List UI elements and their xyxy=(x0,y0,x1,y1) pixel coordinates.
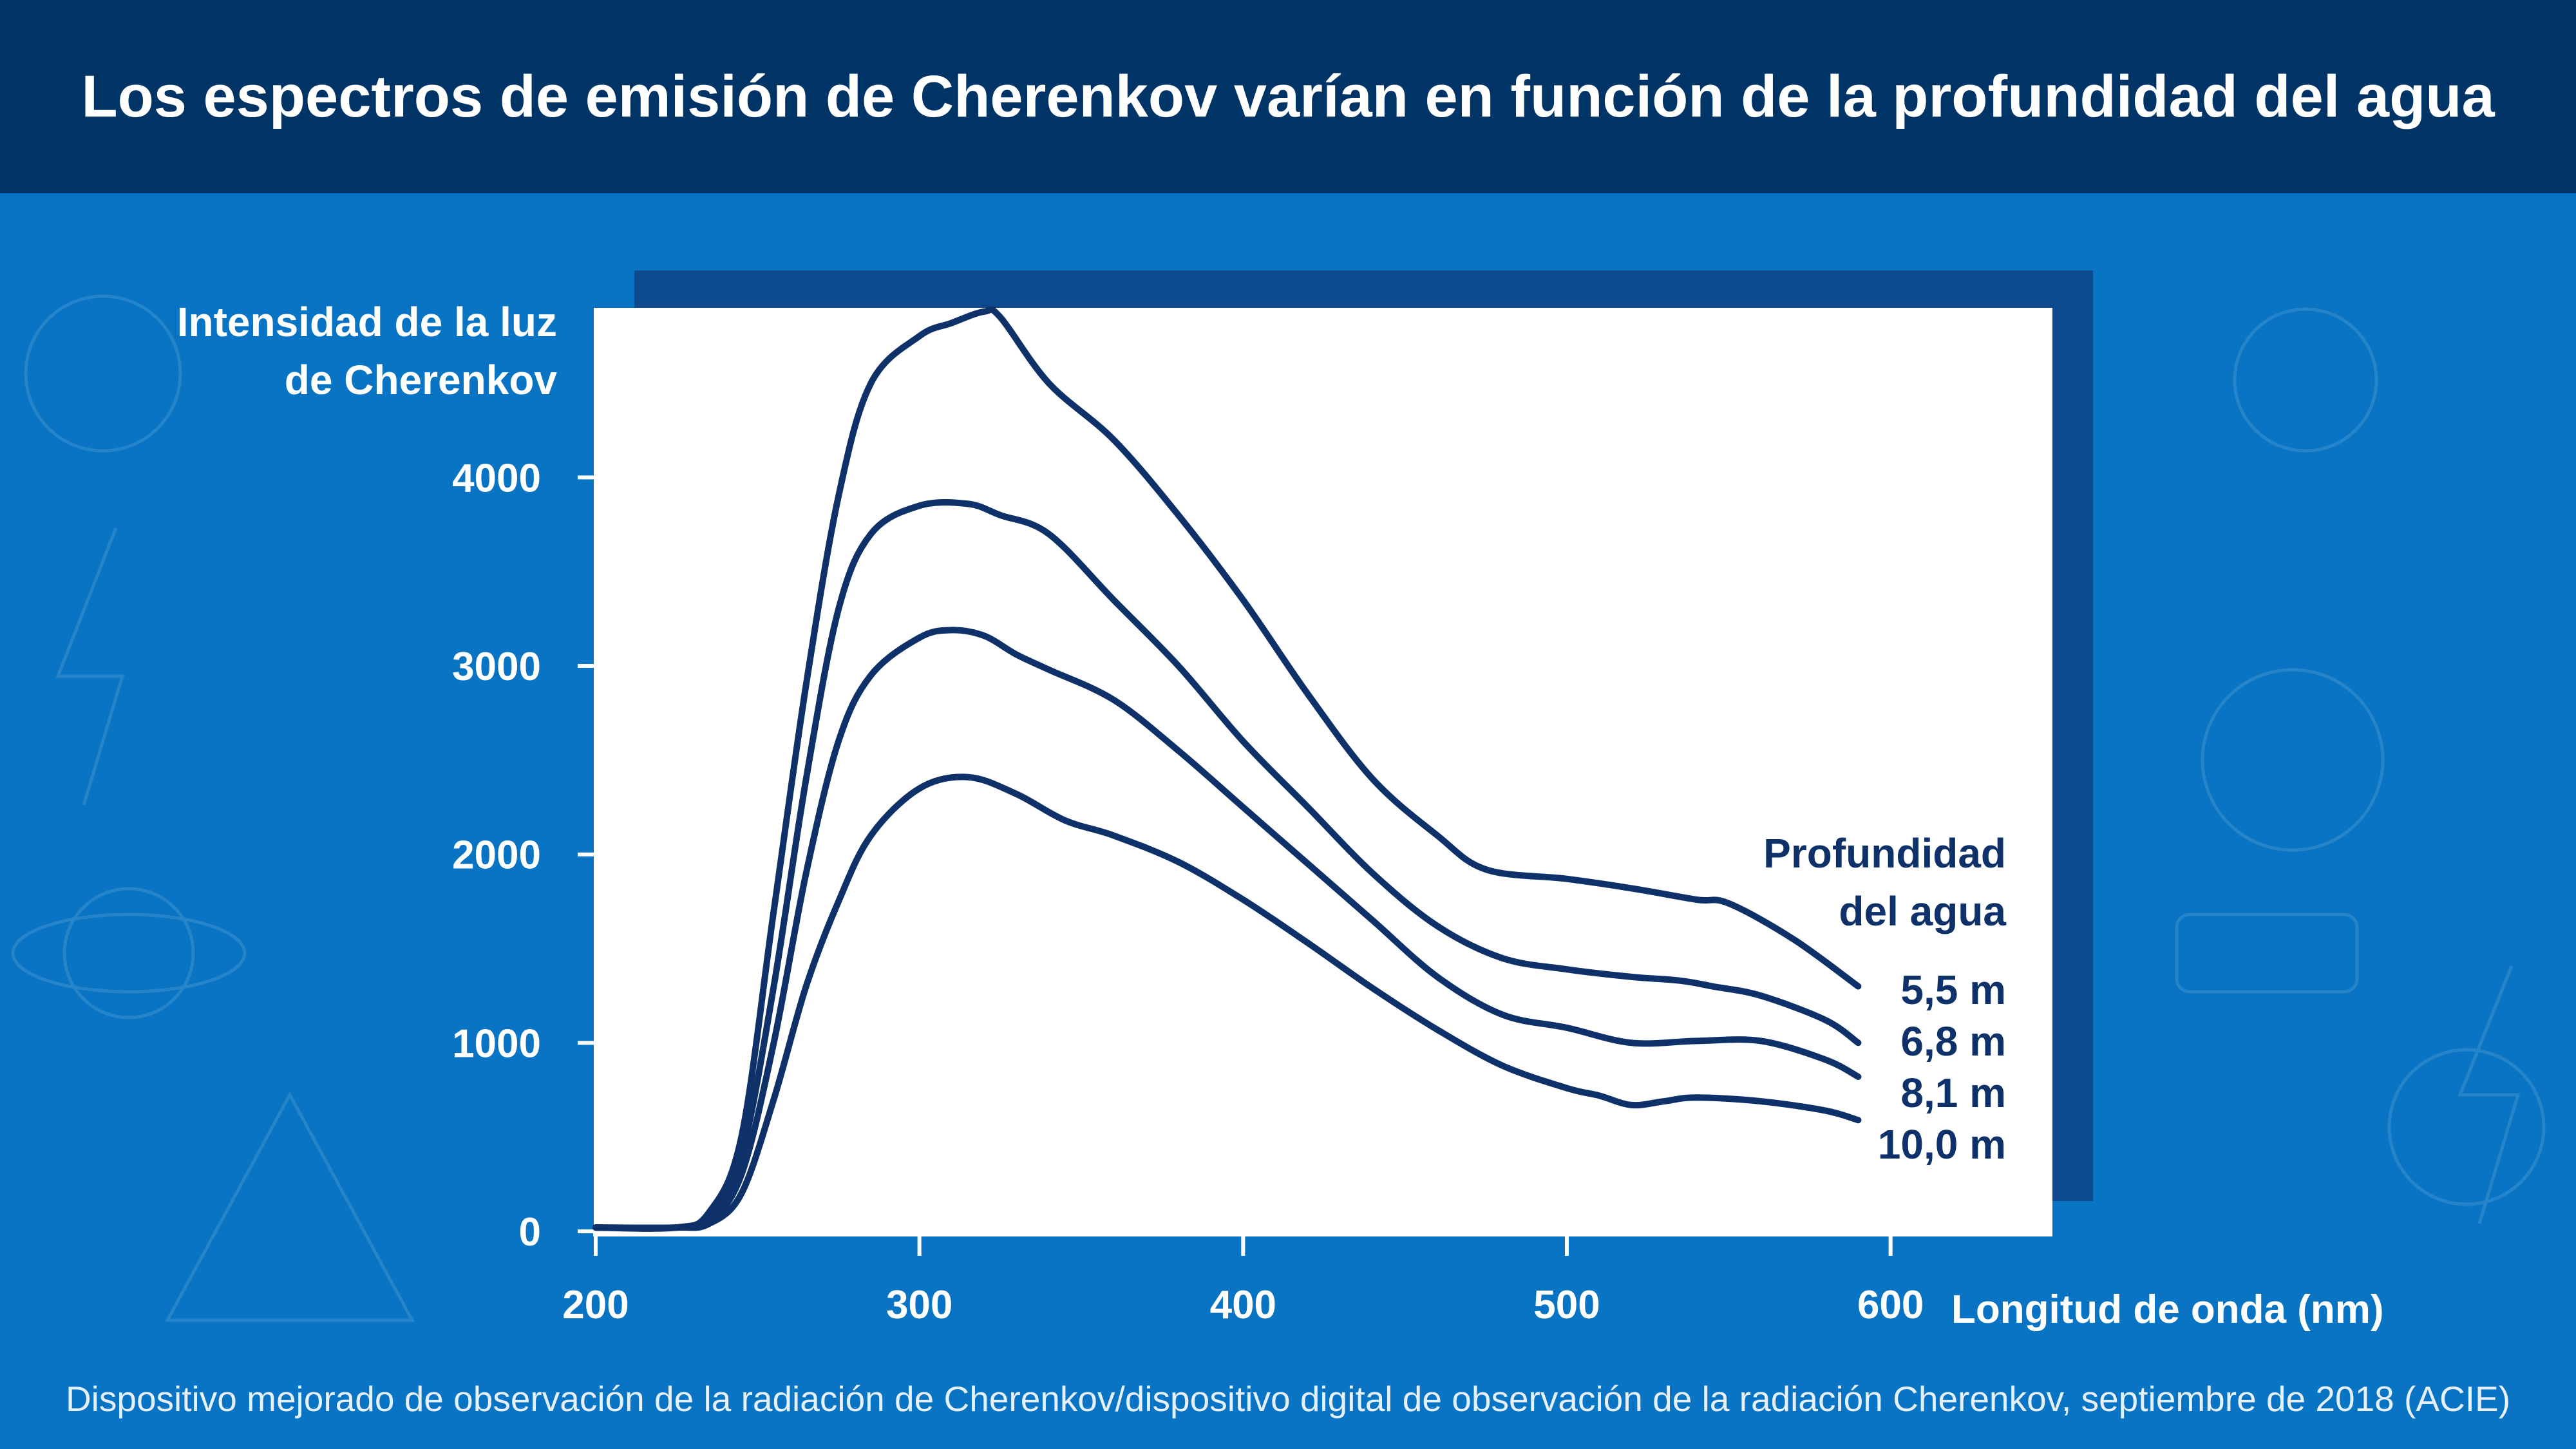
y-tick-label: 4000 xyxy=(452,456,541,500)
y-axis-label-line-2: de Cherenkov xyxy=(284,357,557,403)
lightning-icon xyxy=(55,527,125,806)
source-note: Dispositivo mejorado de observación de l… xyxy=(65,1379,2511,1419)
y-axis-label-line-1: Intensidad de la luz xyxy=(176,299,557,345)
x-axis-label: Longitud de onda (nm) xyxy=(1951,1287,2384,1332)
series-label-6-8m: 6,8 m xyxy=(1900,1018,2006,1065)
series-lines xyxy=(592,306,1862,1232)
flask-icon xyxy=(2233,307,2378,453)
y-tick-label: 1000 xyxy=(452,1021,541,1066)
x-tick-label: 600 xyxy=(1857,1283,1924,1327)
title-bar: Los espectros de emisión de Cherenkov va… xyxy=(0,0,2576,193)
x-tick-label: 400 xyxy=(1210,1283,1276,1327)
lightning-icon-right xyxy=(2458,965,2521,1224)
atom-icon-right xyxy=(2387,1048,2546,1206)
y-tick-label: 3000 xyxy=(452,645,541,689)
legend-title-line-2: del agua xyxy=(1839,888,2006,934)
plot-area xyxy=(596,308,2052,1233)
series-label-8-1m: 8,1 m xyxy=(1900,1070,2006,1116)
y-axis: 0 1000 2000 3000 4000 xyxy=(452,308,598,1255)
planet-icon-body xyxy=(62,887,195,1019)
x-axis: 200 300 400 500 600 xyxy=(562,1231,2052,1327)
atom-icon xyxy=(24,294,182,453)
series-label-5-5m: 5,5 m xyxy=(1900,967,2006,1013)
y-tick-label: 0 xyxy=(519,1210,541,1255)
x-tick-label: 300 xyxy=(886,1283,952,1327)
legend-title-line-1: Profundidad xyxy=(1763,830,2006,876)
series-label-10-0m: 10,0 m xyxy=(1877,1121,2006,1168)
pyramid-icon xyxy=(164,1091,415,1322)
chart-title: Los espectros de emisión de Cherenkov va… xyxy=(81,63,2495,129)
series-line-1 xyxy=(592,499,1862,1232)
series-line-2 xyxy=(592,627,1862,1231)
planet-icon xyxy=(11,913,247,994)
radiation-icon xyxy=(2201,668,2385,852)
y-tick-label: 2000 xyxy=(452,833,541,878)
x-tick-label: 500 xyxy=(1533,1283,1600,1327)
book-icon xyxy=(2175,913,2359,994)
background-doodles xyxy=(11,294,2546,1322)
series-line-0 xyxy=(592,306,1862,1232)
y-axis-label: Intensidad de la luz de Cherenkov xyxy=(106,293,557,409)
series-line-3 xyxy=(592,773,1862,1231)
legend-title: Profundidad del agua xyxy=(1620,824,2006,940)
x-tick-label: 200 xyxy=(562,1283,629,1327)
